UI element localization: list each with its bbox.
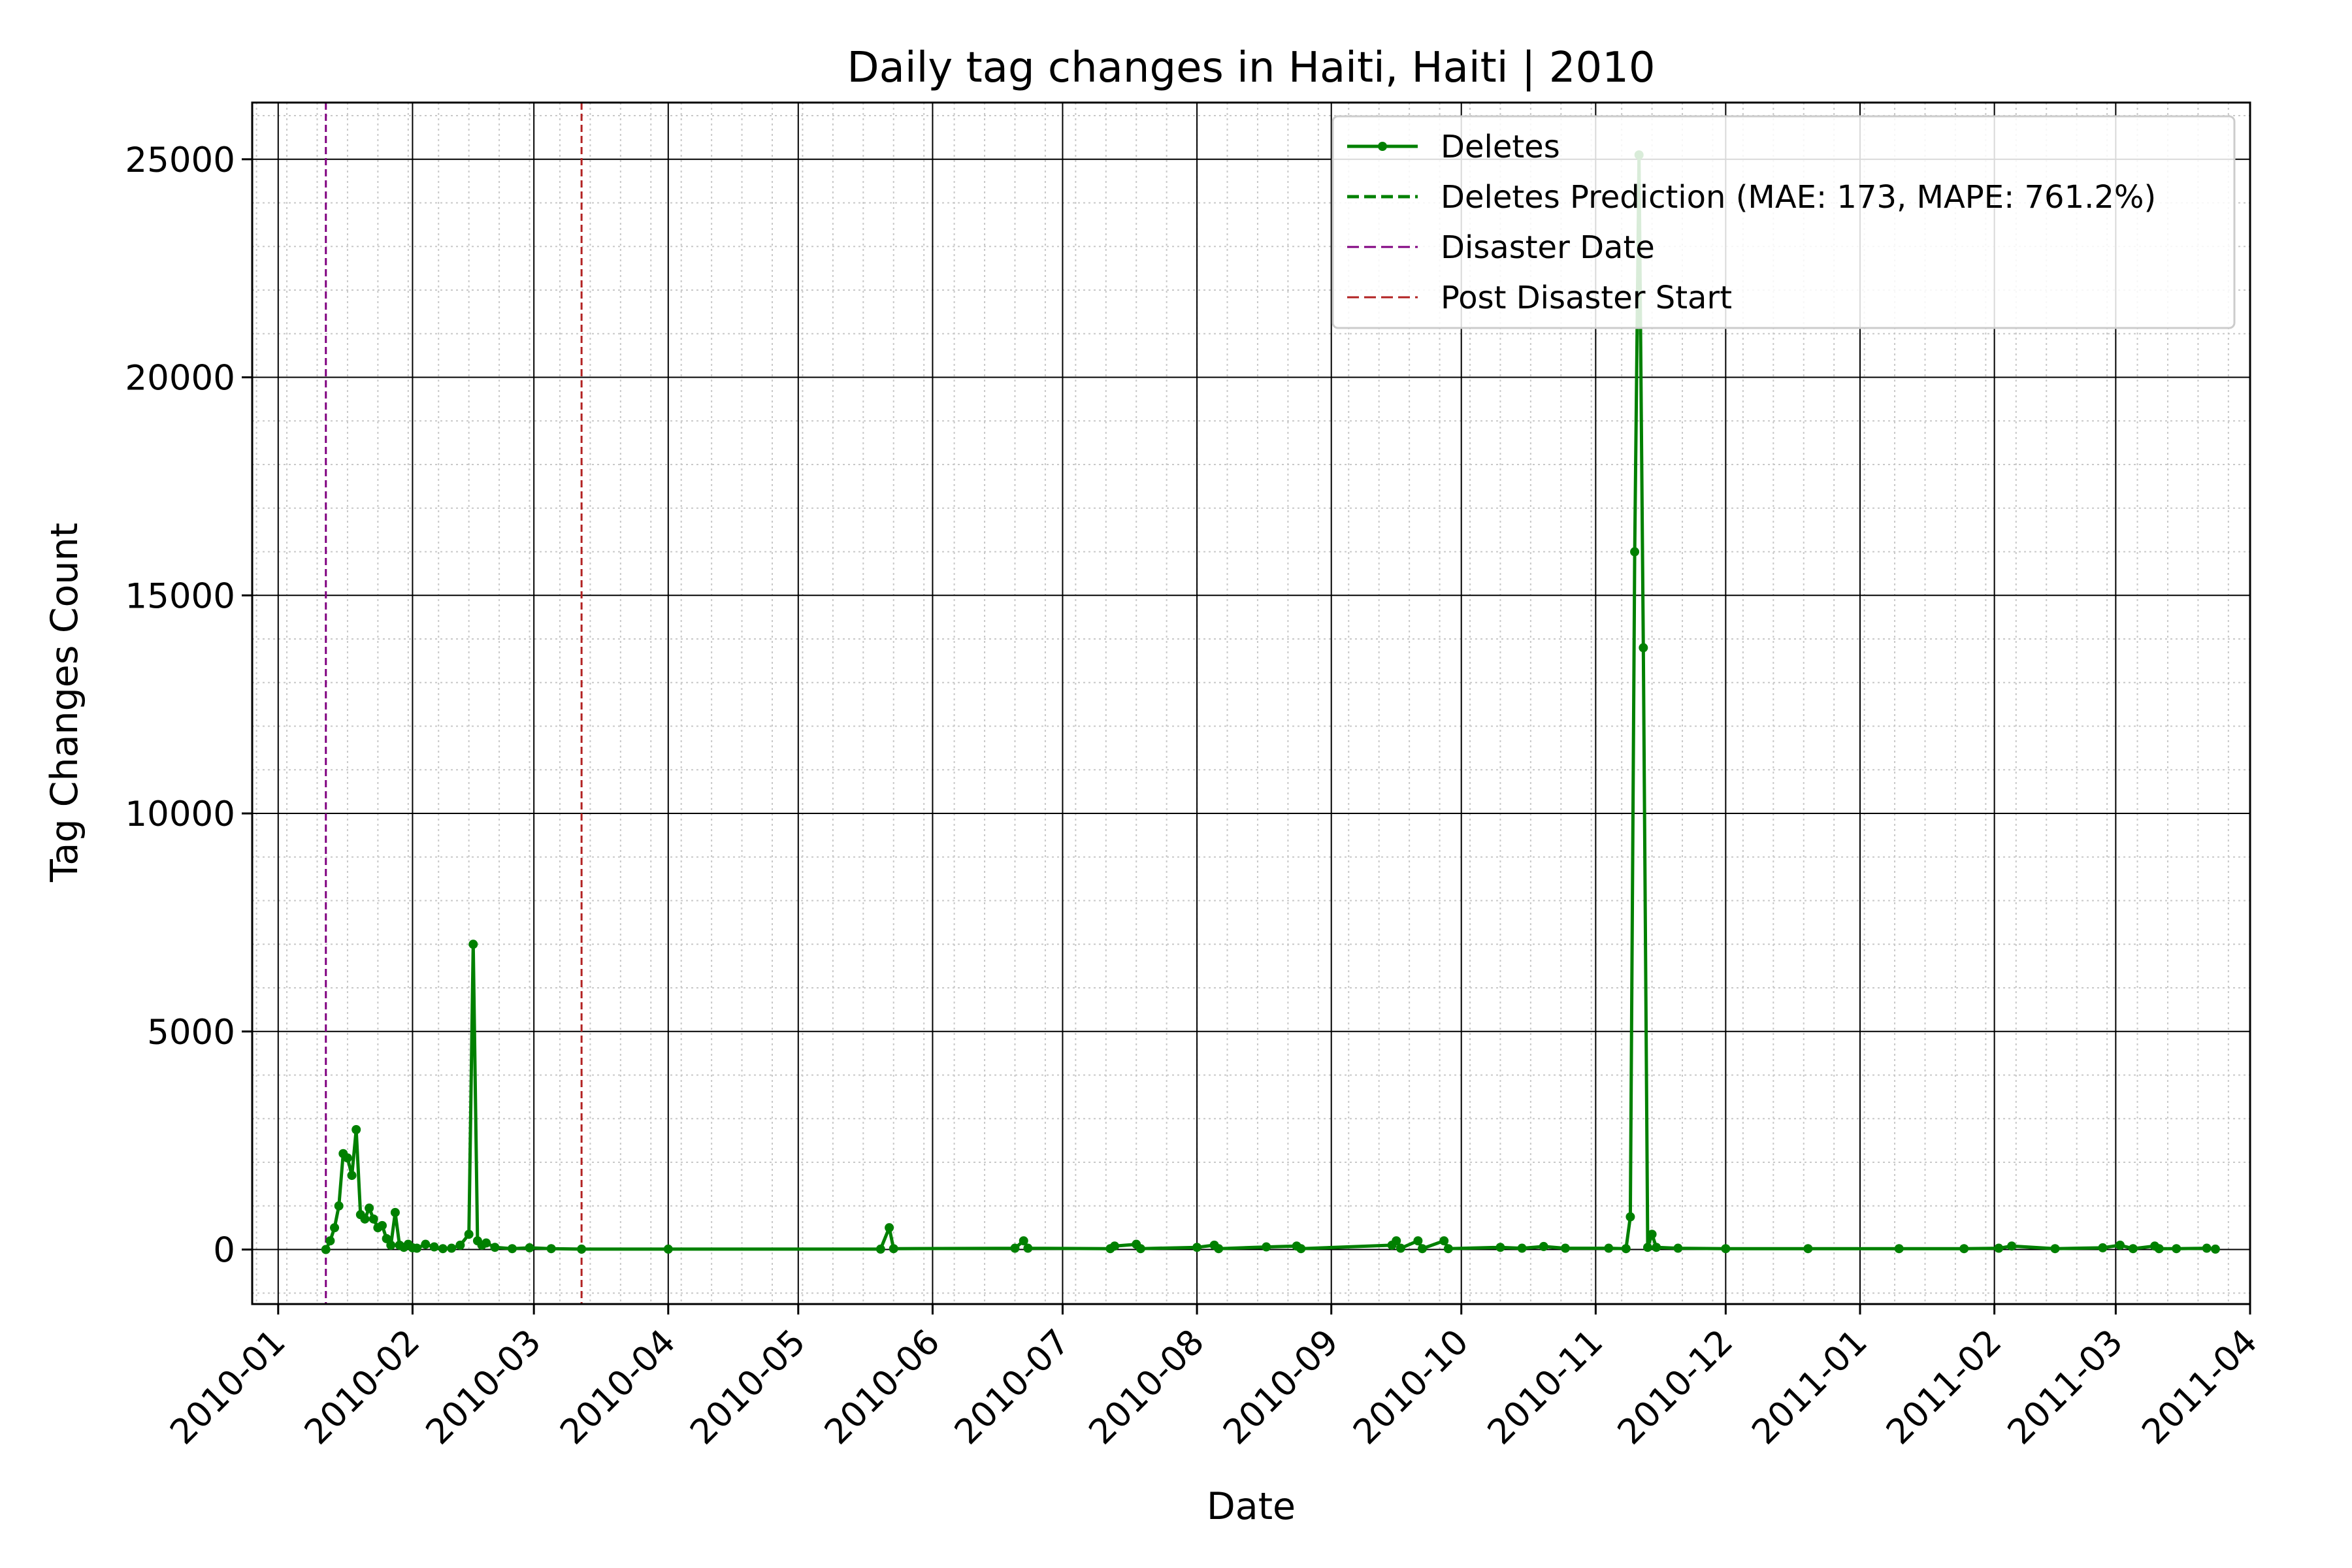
- x-axis-label: Date: [1207, 1485, 1296, 1528]
- data-point: [2007, 1241, 2017, 1251]
- y-tick-label: 5000: [147, 1013, 235, 1053]
- data-point: [525, 1243, 534, 1252]
- data-point: [1642, 1243, 1652, 1252]
- reference-lines: [325, 103, 583, 1304]
- data-point: [1262, 1242, 1271, 1252]
- legend-box: [1331, 115, 2236, 329]
- data-point: [325, 1236, 335, 1246]
- data-point: [1625, 1212, 1635, 1222]
- data-point: [1110, 1241, 1120, 1251]
- y-tick-label: 0: [213, 1231, 235, 1271]
- data-point: [2050, 1244, 2060, 1254]
- data-point: [1604, 1243, 1614, 1253]
- data-point: [2098, 1243, 2108, 1252]
- data-point: [1560, 1243, 1570, 1253]
- data-point: [1721, 1244, 1731, 1254]
- data-point: [1994, 1243, 2004, 1253]
- y-axis-label: Tag Changes Count: [43, 523, 86, 883]
- data-point: [447, 1243, 457, 1253]
- data-point: [1673, 1243, 1683, 1253]
- data-point: [1621, 1244, 1631, 1254]
- data-point: [490, 1243, 500, 1252]
- data-point: [1413, 1236, 1423, 1246]
- data-point: [1630, 547, 1640, 557]
- data-point: [368, 1214, 378, 1224]
- data-point: [351, 1124, 361, 1134]
- data-point: [1517, 1243, 1527, 1253]
- data-point: [390, 1207, 400, 1217]
- legend-label: Post Disaster Start: [1441, 280, 1732, 316]
- data-point: [1539, 1241, 1548, 1251]
- legend-label: Deletes Prediction (MAE: 173, MAPE: 761.…: [1441, 179, 2156, 216]
- data-point: [482, 1238, 491, 1248]
- data-point: [1652, 1243, 1661, 1252]
- data-point: [1396, 1243, 1405, 1253]
- data-point: [2172, 1244, 2181, 1254]
- data-point: [875, 1244, 885, 1254]
- data-point: [386, 1240, 396, 1250]
- data-point: [1192, 1243, 1202, 1252]
- data-point: [1023, 1243, 1033, 1253]
- legend-label: Deletes: [1441, 129, 1560, 165]
- data-point: [1803, 1244, 1813, 1254]
- data-point: [412, 1243, 422, 1253]
- data-point: [2154, 1244, 2164, 1254]
- data-point: [334, 1201, 344, 1211]
- data-point: [342, 1153, 352, 1163]
- data-point: [1214, 1244, 1224, 1254]
- y-tick-label: 20000: [125, 359, 235, 399]
- data-point: [421, 1239, 431, 1249]
- legend: Deletes Deletes Prediction (MAE: 173, MAP…: [1331, 115, 2236, 329]
- data-point: [577, 1244, 587, 1254]
- y-axis: 0 5000 10000 15000 20000 25000: [125, 140, 252, 1271]
- data-point: [885, 1223, 894, 1233]
- y-tick-label: 15000: [125, 576, 235, 616]
- data-point: [1019, 1236, 1028, 1246]
- data-point: [1010, 1243, 1020, 1253]
- data-point: [663, 1244, 673, 1254]
- data-point: [2128, 1244, 2138, 1254]
- data-point: [2210, 1244, 2220, 1254]
- data-point: [1495, 1243, 1505, 1252]
- y-tick-label: 10000: [125, 794, 235, 834]
- data-point: [1647, 1230, 1657, 1239]
- data-point: [382, 1233, 391, 1243]
- data-point: [468, 939, 478, 949]
- data-point: [429, 1242, 439, 1252]
- data-point: [1639, 643, 1648, 653]
- data-point: [889, 1244, 898, 1254]
- legend-marker: [1378, 142, 1387, 151]
- data-point: [2202, 1243, 2212, 1253]
- data-point: [1418, 1244, 1428, 1254]
- data-point: [464, 1230, 474, 1239]
- data-point: [1443, 1244, 1453, 1254]
- data-point: [2115, 1240, 2125, 1250]
- data-point: [347, 1171, 357, 1181]
- data-point: [438, 1244, 448, 1254]
- legend-label: Disaster Date: [1441, 229, 1655, 266]
- data-point: [546, 1244, 556, 1254]
- data-point: [1439, 1236, 1449, 1246]
- data-point: [1392, 1236, 1401, 1246]
- data-point: [1894, 1244, 1904, 1254]
- series-layer: [321, 150, 2220, 1254]
- chart-title: Daily tag changes in Haiti, Haiti | 2010: [847, 44, 1655, 92]
- plot-frame: [251, 101, 2251, 1305]
- data-point: [360, 1214, 370, 1224]
- data-point: [455, 1240, 465, 1250]
- data-point: [365, 1203, 374, 1213]
- data-point: [1959, 1244, 1969, 1254]
- data-point: [1296, 1244, 1306, 1254]
- y-tick-label: 25000: [125, 140, 235, 180]
- data-point: [330, 1223, 340, 1233]
- data-point: [1135, 1244, 1145, 1254]
- data-point: [378, 1220, 387, 1230]
- data-point: [508, 1244, 517, 1254]
- data-point: [321, 1245, 331, 1254]
